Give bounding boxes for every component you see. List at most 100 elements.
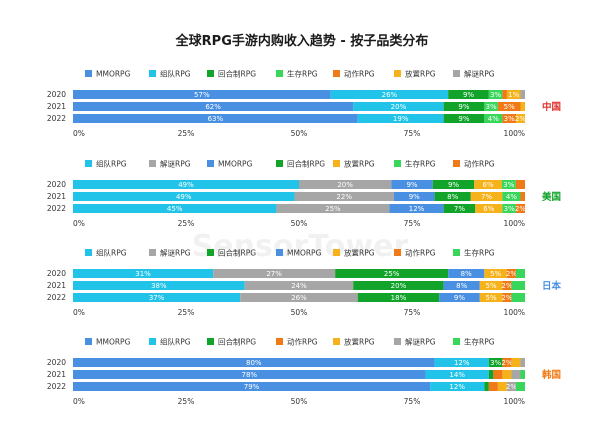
bar-segment <box>493 370 503 379</box>
bar-segment <box>330 90 449 99</box>
bar-segment <box>501 180 516 189</box>
x-tick-label: 25% <box>178 219 195 228</box>
segment-label: 3% <box>490 359 501 367</box>
segment-label: 2% <box>501 359 512 367</box>
bar-segment <box>497 102 521 111</box>
bar-segment <box>484 114 503 123</box>
segment-label: 1% <box>508 91 519 99</box>
bar-segment <box>73 114 358 123</box>
bar-segment <box>520 370 525 379</box>
legend-label: 回合制RPG <box>287 159 325 169</box>
legend-swatch <box>149 70 156 77</box>
legend-label: 解谜RPG <box>405 337 436 347</box>
segment-label: 18% <box>391 294 407 302</box>
segment-label: 2% <box>515 205 526 213</box>
segment-label: 27% <box>266 270 282 278</box>
segment-label: 9% <box>454 294 465 302</box>
legend-swatch <box>85 249 92 256</box>
legend-swatch <box>333 338 340 345</box>
legend-label: 生存RPG <box>287 69 318 79</box>
region-label: 日本 <box>542 280 562 292</box>
bar-segment <box>391 180 433 189</box>
bar-segment <box>479 293 503 302</box>
x-tick-label: 75% <box>404 308 421 317</box>
legend-swatch <box>453 249 460 256</box>
bar-segment <box>511 293 525 302</box>
legend-swatch <box>276 160 283 167</box>
bar-segment <box>488 370 494 379</box>
legend-swatch <box>207 338 214 345</box>
bar-segment <box>484 382 489 391</box>
segment-label: 2% <box>501 282 512 290</box>
bar-segment <box>353 281 444 290</box>
region-label: 韩国 <box>542 369 561 381</box>
legend-label: 解谜RPG <box>464 69 495 79</box>
bar-segment <box>240 293 358 302</box>
legend-label: 解谜RPG <box>160 159 191 169</box>
legend-swatch <box>333 249 340 256</box>
bar-segment <box>294 192 394 201</box>
year-label: 2022 <box>47 293 66 302</box>
segment-label: 7% <box>481 193 492 201</box>
legend-swatch <box>85 70 92 77</box>
region-label: 美国 <box>541 191 561 203</box>
legend-label: MMORPG <box>96 338 131 347</box>
x-tick-label: 50% <box>291 129 308 138</box>
x-tick-label: 50% <box>291 219 308 228</box>
legend-swatch <box>394 160 401 167</box>
bar-segment <box>73 102 354 111</box>
x-tick-label: 0% <box>73 397 85 406</box>
segment-label: 12% <box>409 205 425 213</box>
bar-segment <box>502 204 516 213</box>
segment-label: 12% <box>454 359 470 367</box>
segment-label: 20% <box>391 103 407 111</box>
x-tick-label: 75% <box>404 397 421 406</box>
bar-segment <box>425 370 489 379</box>
legend-label: 组队RPG <box>96 248 127 258</box>
legend-label: 生存RPG <box>464 248 495 258</box>
segment-label: 2% <box>506 383 517 391</box>
bar-segment <box>479 281 503 290</box>
bar-segment <box>393 192 435 201</box>
bar-segment <box>276 204 390 213</box>
chart-panel: 组队RPG 解谜RPG 回合制RPG MMORPG 放置RPG 动作RPG 生存RPG 202… <box>47 248 562 318</box>
legend-swatch <box>394 338 401 345</box>
bar-segment <box>520 102 525 111</box>
year-label: 2022 <box>47 204 66 213</box>
segment-label: 3% <box>504 205 515 213</box>
segment-label: 5% <box>486 294 497 302</box>
legend-label: 动作RPG <box>344 69 375 79</box>
bar-segment <box>244 281 354 290</box>
legend-label: MMORPG <box>96 70 131 79</box>
segment-label: 80% <box>246 359 262 367</box>
legend-label: 放置RPG <box>405 69 436 79</box>
year-label: 2021 <box>47 102 66 111</box>
x-tick-label: 75% <box>404 129 421 138</box>
bar-segment <box>497 382 507 391</box>
segment-label: 3% <box>490 91 501 99</box>
legend-swatch <box>85 338 92 345</box>
bar-segment <box>448 90 489 99</box>
legend-swatch <box>149 249 156 256</box>
segment-label: 8% <box>461 270 472 278</box>
legend-label: 动作RPG <box>464 159 495 169</box>
legend-label: 放置RPG <box>344 337 375 347</box>
year-label: 2020 <box>47 269 66 278</box>
segment-label: 20% <box>391 282 407 290</box>
bar-segment <box>73 269 214 278</box>
legend-label: 组队RPG <box>160 337 191 347</box>
bar-segment <box>448 269 485 278</box>
legend-swatch <box>276 338 283 345</box>
year-label: 2020 <box>47 358 66 367</box>
x-tick-label: 100% <box>504 219 525 228</box>
legend-label: 回合制RPG <box>218 248 256 258</box>
bar-segment <box>470 192 503 201</box>
bar-segment <box>434 192 471 201</box>
bar-segment <box>299 180 392 189</box>
bar-segment <box>357 114 444 123</box>
bar-segment <box>73 358 435 367</box>
segment-label: 62% <box>205 103 221 111</box>
bar-segment <box>443 102 485 111</box>
